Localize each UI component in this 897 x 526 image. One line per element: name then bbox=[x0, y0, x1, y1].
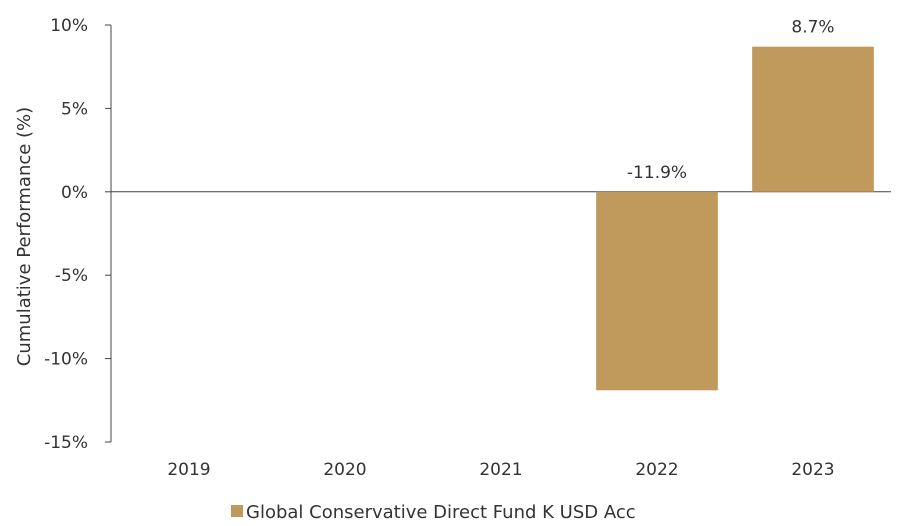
data-label-2022: -11.9% bbox=[627, 163, 687, 183]
y-tick-label: -10% bbox=[44, 350, 88, 370]
bar-2023 bbox=[752, 46, 874, 192]
legend-swatch bbox=[231, 505, 243, 517]
x-tick-label: 2019 bbox=[167, 460, 210, 480]
data-label-2023: 8.7% bbox=[791, 18, 834, 38]
y-tick-label: 0% bbox=[61, 183, 88, 203]
bars bbox=[596, 46, 874, 391]
legend: Global Conservative Direct Fund K USD Ac… bbox=[231, 502, 636, 523]
y-tick-label: 10% bbox=[50, 16, 88, 36]
y-axis-title: Cumulative Performance (%) bbox=[14, 107, 35, 366]
x-tick-label: 2023 bbox=[791, 460, 834, 480]
y-axis: 10% 5% 0% -5% -10% -15% bbox=[44, 16, 112, 453]
data-labels: -11.9% 8.7% bbox=[627, 18, 835, 183]
legend-label: Global Conservative Direct Fund K USD Ac… bbox=[246, 502, 636, 522]
x-tick-label: 2022 bbox=[635, 460, 678, 480]
y-tick-label: -5% bbox=[55, 266, 88, 286]
x-tick-label: 2021 bbox=[479, 460, 522, 480]
y-tick-label: 5% bbox=[61, 99, 88, 119]
x-tick-label: 2020 bbox=[323, 460, 366, 480]
bar-2022 bbox=[596, 191, 718, 391]
y-tick-label: -15% bbox=[44, 433, 88, 453]
x-axis: 2019 2020 2021 2022 2023 bbox=[111, 191, 891, 480]
